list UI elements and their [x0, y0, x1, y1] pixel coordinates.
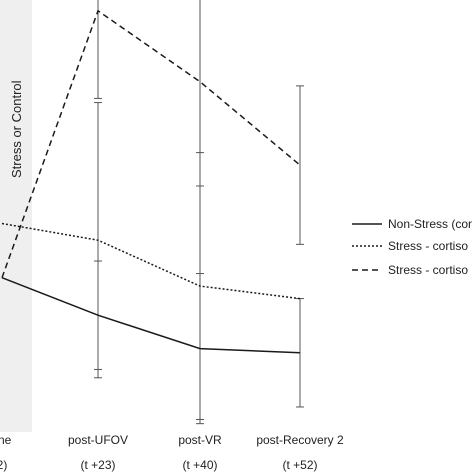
x-tick-label: post-UFOV [68, 433, 128, 447]
stress-or-control-band [0, 0, 32, 432]
x-tick-label: post-Recovery 2 [256, 433, 344, 447]
x-tick-sublabel: (t +23) [80, 458, 115, 472]
legend-label: Non-Stress (cor [388, 217, 472, 231]
legend-label: Stress - cortiso [388, 239, 468, 253]
x-tick-label: post-VR [178, 433, 222, 447]
series-line-dashed [1, 9, 301, 278]
x-tick-sublabel: (t +52) [282, 458, 317, 472]
series-line-solid [1, 277, 301, 354]
series-line-dotted [1, 222, 301, 300]
x-tick-sublabel: 2) [0, 458, 7, 472]
x-tick-label: line [0, 433, 12, 447]
legend-label: Stress - cortiso [388, 263, 468, 277]
x-tick-sublabel: (t +40) [182, 458, 217, 472]
band-label: Stress or Control [9, 80, 24, 178]
